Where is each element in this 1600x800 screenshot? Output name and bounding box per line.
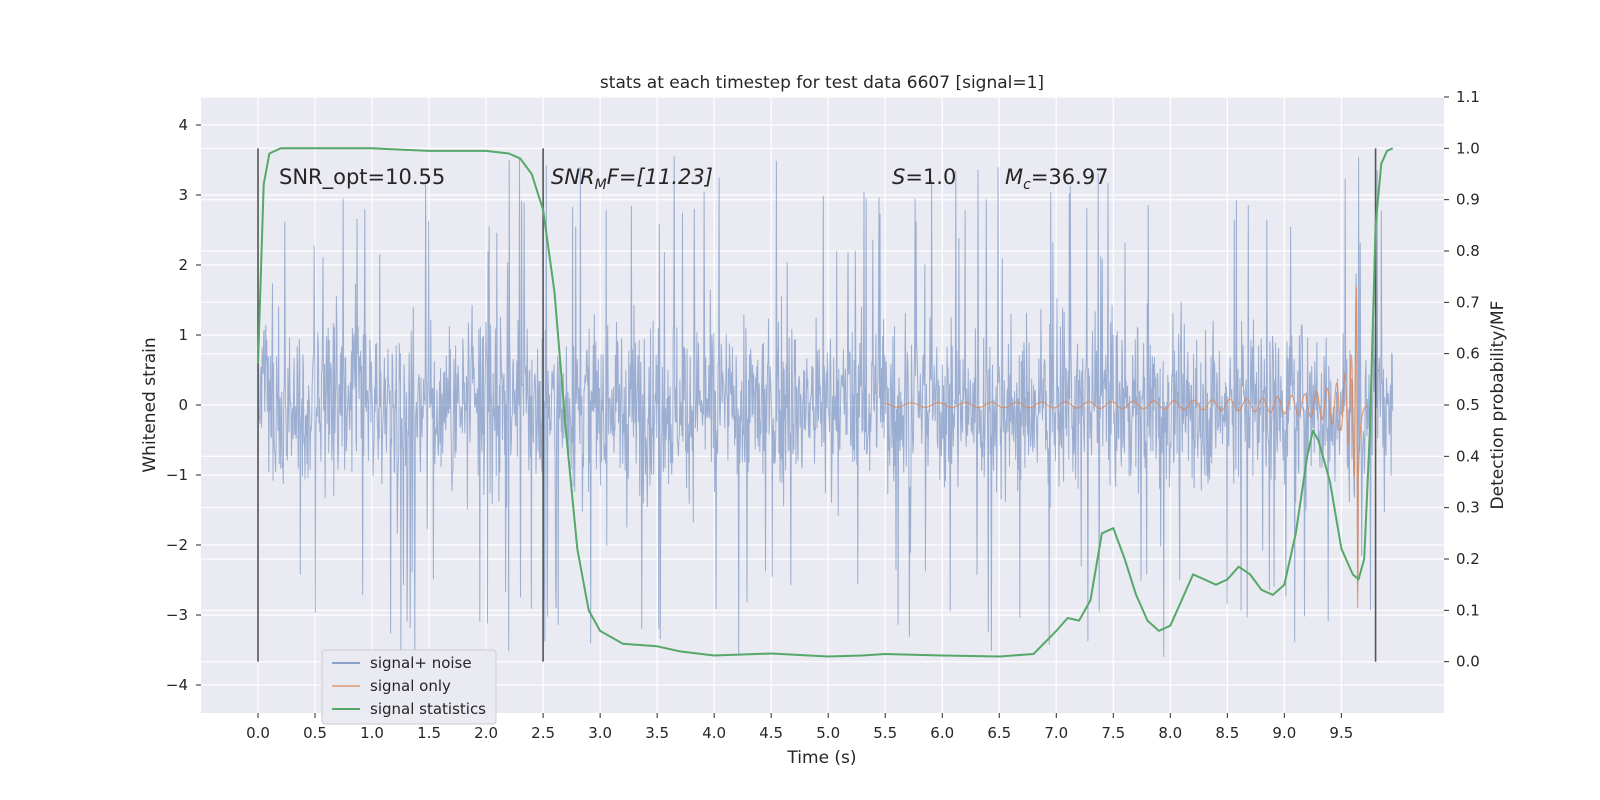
y-axis-label-right: Detection probability/MF xyxy=(1488,301,1508,510)
y-tick-label-left: −4 xyxy=(166,676,188,694)
y-tick-label-right: 0.0 xyxy=(1456,653,1480,671)
x-tick-label: 2.0 xyxy=(474,724,498,742)
x-tick-label: 6.5 xyxy=(987,724,1011,742)
signal-noise-series xyxy=(257,156,1394,657)
legend-label-stats: signal statistics xyxy=(370,700,486,718)
x-tick-label: 5.0 xyxy=(816,724,840,742)
legend: signal+ noise signal only signal statist… xyxy=(321,649,497,725)
x-tick-label: 5.5 xyxy=(873,724,897,742)
y-tick-label-right: 0.5 xyxy=(1456,396,1480,414)
y-tick-label-right: 0.8 xyxy=(1456,242,1480,260)
y-tick-label-right: 0.6 xyxy=(1456,345,1480,363)
y-tick-label-right: 0.1 xyxy=(1456,601,1480,619)
legend-label-noise: signal+ noise xyxy=(370,654,472,672)
x-tick-label: 6.0 xyxy=(930,724,954,742)
x-tick-label: 8.5 xyxy=(1215,724,1239,742)
legend-label-signal: signal only xyxy=(370,677,451,695)
y-tick-label-left: 4 xyxy=(178,116,188,134)
chart-title: stats at each timestep for test data 660… xyxy=(600,73,1044,93)
y-tick-label-right: 0.9 xyxy=(1456,191,1480,209)
x-tick-label: 9.0 xyxy=(1272,724,1296,742)
right-y-axis-ticks: 0.0 0.1 0.2 0.3 0.4 0.5 0.6 0.7 0.8 0.9 1.0 1.1 xyxy=(1444,88,1480,671)
signal-statistics-series xyxy=(257,147,1394,658)
legend-box xyxy=(321,649,497,725)
annotation-snr-opt: SNR_opt=10.55 xyxy=(279,165,445,190)
y-tick-label-left: −3 xyxy=(166,606,188,624)
y-tick-label-left: 3 xyxy=(178,186,188,204)
x-tick-label: 8.0 xyxy=(1158,724,1182,742)
x-tick-label: 1.5 xyxy=(417,724,441,742)
x-tick-label: 3.5 xyxy=(645,724,669,742)
signal-only-series xyxy=(885,286,1368,608)
x-tick-label: 3.0 xyxy=(588,724,612,742)
y-tick-label-right: 1.0 xyxy=(1456,139,1480,157)
annotation-mc: Mc=36.97 xyxy=(1005,165,1109,193)
y-tick-label-left: −2 xyxy=(166,536,188,554)
y-axis-label-left: Whitened strain xyxy=(140,337,160,472)
y-tick-label-right: 0.4 xyxy=(1456,447,1480,465)
y-tick-label-left: 2 xyxy=(178,256,188,274)
y-tick-label-right: 0.3 xyxy=(1456,499,1480,517)
left-y-axis-ticks: −4 −3 −2 −1 0 1 2 3 4 xyxy=(166,116,201,694)
x-tick-label: 0.5 xyxy=(303,724,327,742)
y-tick-label-left: 0 xyxy=(178,396,188,414)
x-axis-label: Time (s) xyxy=(786,748,856,768)
x-tick-label: 2.5 xyxy=(531,724,555,742)
y-tick-label-left: −1 xyxy=(166,466,188,484)
x-tick-label: 7.5 xyxy=(1101,724,1125,742)
y-tick-label-right: 0.7 xyxy=(1456,293,1480,311)
x-tick-label: 4.0 xyxy=(702,724,726,742)
y-tick-label-left: 1 xyxy=(178,326,188,344)
x-tick-label: 0.0 xyxy=(246,724,270,742)
signal-statistics-line xyxy=(257,147,1394,658)
annotation-snr-mf: SNRMF=[11.23] xyxy=(551,165,713,193)
y-tick-label-right: 1.1 xyxy=(1456,88,1480,106)
signal-noise-line xyxy=(257,156,1394,657)
x-axis-ticks: 0.0 0.5 1.0 1.5 2.0 2.5 3.0 3.5 4.0 4.5 5.0 5.5 6.0 6… xyxy=(246,713,1353,742)
x-tick-label: 7.0 xyxy=(1044,724,1068,742)
x-tick-label: 1.0 xyxy=(360,724,384,742)
x-tick-label: 9.5 xyxy=(1329,724,1353,742)
x-tick-label: 4.5 xyxy=(759,724,783,742)
signal-only-line xyxy=(885,286,1368,608)
annotation-s: S=1.0 xyxy=(892,165,956,189)
y-tick-label-right: 0.2 xyxy=(1456,550,1480,568)
